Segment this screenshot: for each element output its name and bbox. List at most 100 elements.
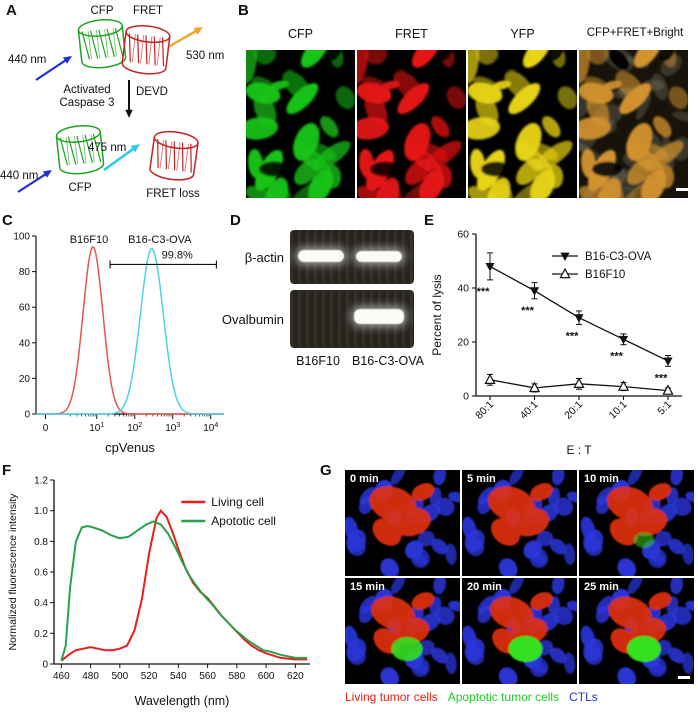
b-title-cfp: CFP — [288, 27, 313, 41]
svg-text:10:1: 10:1 — [607, 399, 630, 422]
b-title-fret: FRET — [395, 27, 428, 41]
panel-b-label: B — [238, 2, 249, 19]
svg-text:***: *** — [477, 286, 491, 298]
svg-text:B16F10: B16F10 — [70, 234, 109, 246]
svg-text:102: 102 — [127, 422, 142, 434]
svg-text:***: *** — [610, 351, 624, 363]
lysis-chart: 0 20 40 60 80:1 40:1 20:1 10:1 5:1 *** *** *** *** **… — [430, 229, 682, 457]
emission-475-label: 475 nm — [88, 142, 127, 154]
panel-a-art — [17, 19, 203, 193]
panel-c-label: C — [2, 212, 13, 229]
devd-label: DEVD — [136, 86, 168, 98]
svg-text:40: 40 — [457, 283, 469, 295]
svg-text:620: 620 — [287, 671, 304, 682]
svg-text:580: 580 — [229, 671, 246, 682]
panel-f-label: F — [2, 462, 12, 479]
scale-bar-b — [676, 188, 688, 191]
svg-text:20:1: 20:1 — [562, 399, 585, 422]
svg-text:480: 480 — [82, 671, 99, 682]
gel-row-label-actin: β-actin — [244, 250, 284, 265]
b-image-merge — [579, 50, 688, 198]
gel-image-ovalbumin — [290, 290, 414, 348]
activated-caspase3-label: Activated Caspase 3 — [59, 84, 115, 109]
svg-text:20: 20 — [457, 337, 469, 349]
flow-chart: 0 20 40 60 80 100 0 101 102 103 104 B16F10 B16-C3-OV… — [13, 232, 224, 455]
svg-text:***: *** — [655, 372, 669, 384]
g-frame-25min — [579, 578, 694, 684]
emission-530-label: 530 nm — [186, 50, 225, 62]
gel-image-actin — [290, 230, 414, 284]
svg-text:B16-C3-OVA: B16-C3-OVA — [128, 234, 192, 246]
g-frame-10min — [579, 470, 694, 576]
svg-text:1.0: 1.0 — [34, 506, 48, 517]
svg-text:20: 20 — [19, 374, 31, 385]
spectra-chart: 0 0.2 0.4 0.6 0.8 1.0 1.2 460 480 500 520 540 560 580… — [7, 476, 310, 708]
svg-text:460: 460 — [53, 671, 70, 682]
svg-text:***: *** — [521, 305, 535, 317]
g-frame-0min — [345, 470, 460, 576]
svg-text:B16-C3-OVA: B16-C3-OVA — [585, 251, 652, 263]
panel-a-label: A — [6, 2, 17, 19]
svg-text:cpVenus: cpVenus — [105, 440, 155, 455]
svg-text:E : T: E : T — [566, 443, 592, 457]
svg-text:0: 0 — [43, 423, 49, 434]
svg-text:0.8: 0.8 — [34, 537, 48, 548]
g-frame-20min — [462, 578, 577, 684]
gel-band — [354, 309, 404, 324]
svg-text:80: 80 — [19, 267, 31, 278]
svg-text:520: 520 — [141, 671, 158, 682]
svg-text:60: 60 — [19, 303, 31, 314]
legend-living-tumor-cells: Living tumor cells — [345, 690, 438, 704]
svg-text:0.4: 0.4 — [34, 598, 48, 609]
b-title-merge: CFP+FRET+Bright — [586, 27, 684, 39]
svg-text:0.6: 0.6 — [34, 568, 48, 579]
excitation-440-bottom-label: 440 nm — [0, 170, 39, 182]
g-frame-15min — [345, 578, 460, 684]
svg-text:100: 100 — [13, 232, 30, 243]
panel-g-label: G — [320, 462, 332, 479]
svg-text:40:1: 40:1 — [518, 399, 541, 422]
svg-text:B16F10: B16F10 — [585, 269, 625, 281]
gel-band — [298, 250, 344, 262]
g-time-label-5: 25 min — [584, 581, 619, 593]
cfp-bottom-label: CFP — [68, 182, 92, 194]
legend-ctls: CTLs — [569, 690, 598, 704]
svg-text:1.2: 1.2 — [34, 476, 48, 487]
svg-text:40: 40 — [19, 338, 31, 349]
b-title-yfp: YFP — [510, 27, 535, 41]
svg-text:99.8%: 99.8% — [162, 249, 193, 261]
g-time-label-1: 5 min — [467, 473, 496, 485]
excitation-440-top-label: 440 nm — [8, 54, 47, 66]
svg-text:103: 103 — [165, 422, 180, 434]
gel-row-label-ovalbumin: Ovalbumin — [221, 312, 284, 327]
svg-text:600: 600 — [258, 671, 275, 682]
b-image-yfp — [468, 50, 577, 198]
svg-text:Wavelength (nm): Wavelength (nm) — [135, 694, 230, 708]
svg-text:101: 101 — [89, 422, 104, 434]
b-image-fret — [357, 50, 466, 198]
svg-text:Living cell: Living cell — [211, 495, 264, 509]
fret-loss-label: FRET loss — [146, 188, 200, 200]
svg-text:560: 560 — [199, 671, 216, 682]
svg-text:0: 0 — [24, 410, 30, 421]
scale-bar-g — [678, 676, 690, 679]
svg-text:104: 104 — [203, 422, 218, 434]
legend-apoptotic-tumor-cells: Apoptotic tumor cells — [447, 690, 560, 704]
g-frame-5min — [462, 470, 577, 576]
g-time-label-2: 10 min — [584, 473, 619, 485]
panel-e-label: E — [424, 212, 435, 229]
b-image-cfp — [246, 50, 355, 198]
svg-text:Percent of lysis: Percent of lysis — [430, 274, 444, 355]
g-time-label-4: 20 min — [467, 581, 502, 593]
gel-col-label-b16c3ova: B16-C3-OVA — [351, 354, 424, 368]
svg-text:540: 540 — [170, 671, 187, 682]
gel-band — [356, 251, 402, 262]
gel-col-label-b16f10: B16F10 — [296, 354, 340, 368]
svg-text:0: 0 — [42, 660, 48, 671]
panel-d-label: D — [230, 212, 241, 229]
fret-top-label: FRET — [132, 5, 164, 17]
svg-text:0: 0 — [463, 391, 469, 403]
svg-text:Normalized fluorescence intens: Normalized fluorescence intensity — [7, 493, 19, 651]
g-time-label-0: 0 min — [350, 473, 379, 485]
